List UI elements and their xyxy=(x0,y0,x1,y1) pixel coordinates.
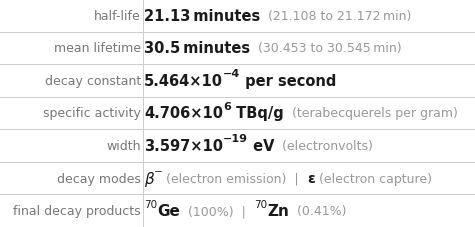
Text: mean lifetime: mean lifetime xyxy=(54,42,141,55)
Text: 70: 70 xyxy=(144,199,157,209)
Text: 21.13 minutes: 21.13 minutes xyxy=(144,9,260,24)
Text: decay modes: decay modes xyxy=(57,172,141,185)
Text: −: − xyxy=(154,166,162,176)
Text: specific activity: specific activity xyxy=(43,107,141,120)
Text: width: width xyxy=(106,139,141,152)
Text: 3.597×10: 3.597×10 xyxy=(144,138,223,153)
Text: half-life: half-life xyxy=(94,10,141,23)
Text: 4.706×10: 4.706×10 xyxy=(144,106,223,121)
Text: Ge: Ge xyxy=(157,203,180,218)
Text: β: β xyxy=(144,171,154,186)
Text: 30.5 minutes: 30.5 minutes xyxy=(144,41,250,56)
Text: 6: 6 xyxy=(223,101,231,111)
Text: (electron capture): (electron capture) xyxy=(315,172,432,185)
Text: (100%)  |: (100%) | xyxy=(180,204,254,217)
Text: decay constant: decay constant xyxy=(45,75,141,88)
Text: (0.41%): (0.41%) xyxy=(289,204,346,217)
Text: (21.108 to 21.172 min): (21.108 to 21.172 min) xyxy=(260,10,412,23)
Text: final decay products: final decay products xyxy=(13,204,141,217)
Text: (30.453 to 30.545 min): (30.453 to 30.545 min) xyxy=(250,42,402,55)
Text: Zn: Zn xyxy=(267,203,289,218)
Text: 70: 70 xyxy=(254,199,267,209)
Text: (terabecquerels per gram): (terabecquerels per gram) xyxy=(284,107,457,120)
Text: TBq/g: TBq/g xyxy=(231,106,284,121)
Text: eV: eV xyxy=(248,138,275,153)
Text: −19: −19 xyxy=(223,134,248,144)
Text: ε: ε xyxy=(307,171,315,185)
Text: −4: −4 xyxy=(223,69,240,79)
Text: (electronvolts): (electronvolts) xyxy=(275,139,373,152)
Text: (electron emission)  |: (electron emission) | xyxy=(162,172,307,185)
Text: 5.464×10: 5.464×10 xyxy=(144,74,223,89)
Text: per second: per second xyxy=(240,74,337,89)
